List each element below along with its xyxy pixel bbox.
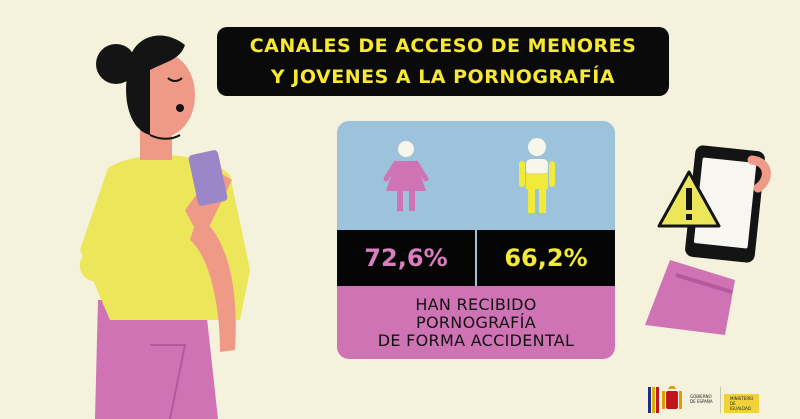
stats-card: 72,6% 66,2% HAN RECIBIDO PORNOGRAFÍA DE … (337, 121, 615, 359)
caption-line-3: DE FORMA ACCIDENTAL (377, 330, 575, 350)
caption-line-1: HAN RECIBIDO (415, 294, 537, 314)
boys-percentage: 66,2% (504, 244, 588, 272)
ministerio-line-2: DE IGUALDAD (730, 401, 751, 411)
girl-figure-icon (383, 141, 429, 211)
title-banner: CANALES DE ACCESO DE MENORES Y JOVENES A… (217, 27, 669, 96)
ministerio-label: MINISTERIO DE IGUALDAD (724, 394, 760, 413)
warning-icon (657, 170, 721, 228)
gobierno-line-2: DE ESPAÑA (690, 399, 713, 404)
spain-coat-of-arms-icon (648, 385, 688, 415)
girls-percentage: 72,6% (364, 244, 448, 272)
gobierno-label: GOBIERNO DE ESPAÑA (690, 394, 713, 404)
percentages-row: 72,6% 66,2% (337, 230, 615, 286)
boy-figure-icon (519, 138, 555, 213)
figures-panel (337, 121, 615, 230)
hand-with-phone-illustration (645, 145, 771, 335)
government-logo: GOBIERNO DE ESPAÑA MINISTERIO DE IGUALDA… (648, 385, 760, 415)
caption-panel: HAN RECIBIDO PORNOGRAFÍA DE FORMA ACCIDE… (337, 286, 615, 359)
gobierno-line-1: GOBIERNO (690, 394, 712, 399)
logo-separator (720, 387, 721, 413)
caption-line-2: PORNOGRAFÍA (416, 312, 536, 332)
divider (475, 230, 477, 286)
ministerio-line-1: MINISTERIO (730, 396, 754, 401)
title-line-1: CANALES DE ACCESO DE MENORES (249, 34, 637, 57)
woman-with-phone-illustration (79, 35, 250, 419)
title-line-2: Y JOVENES A LA PORNOGRAFÍA (270, 65, 616, 88)
